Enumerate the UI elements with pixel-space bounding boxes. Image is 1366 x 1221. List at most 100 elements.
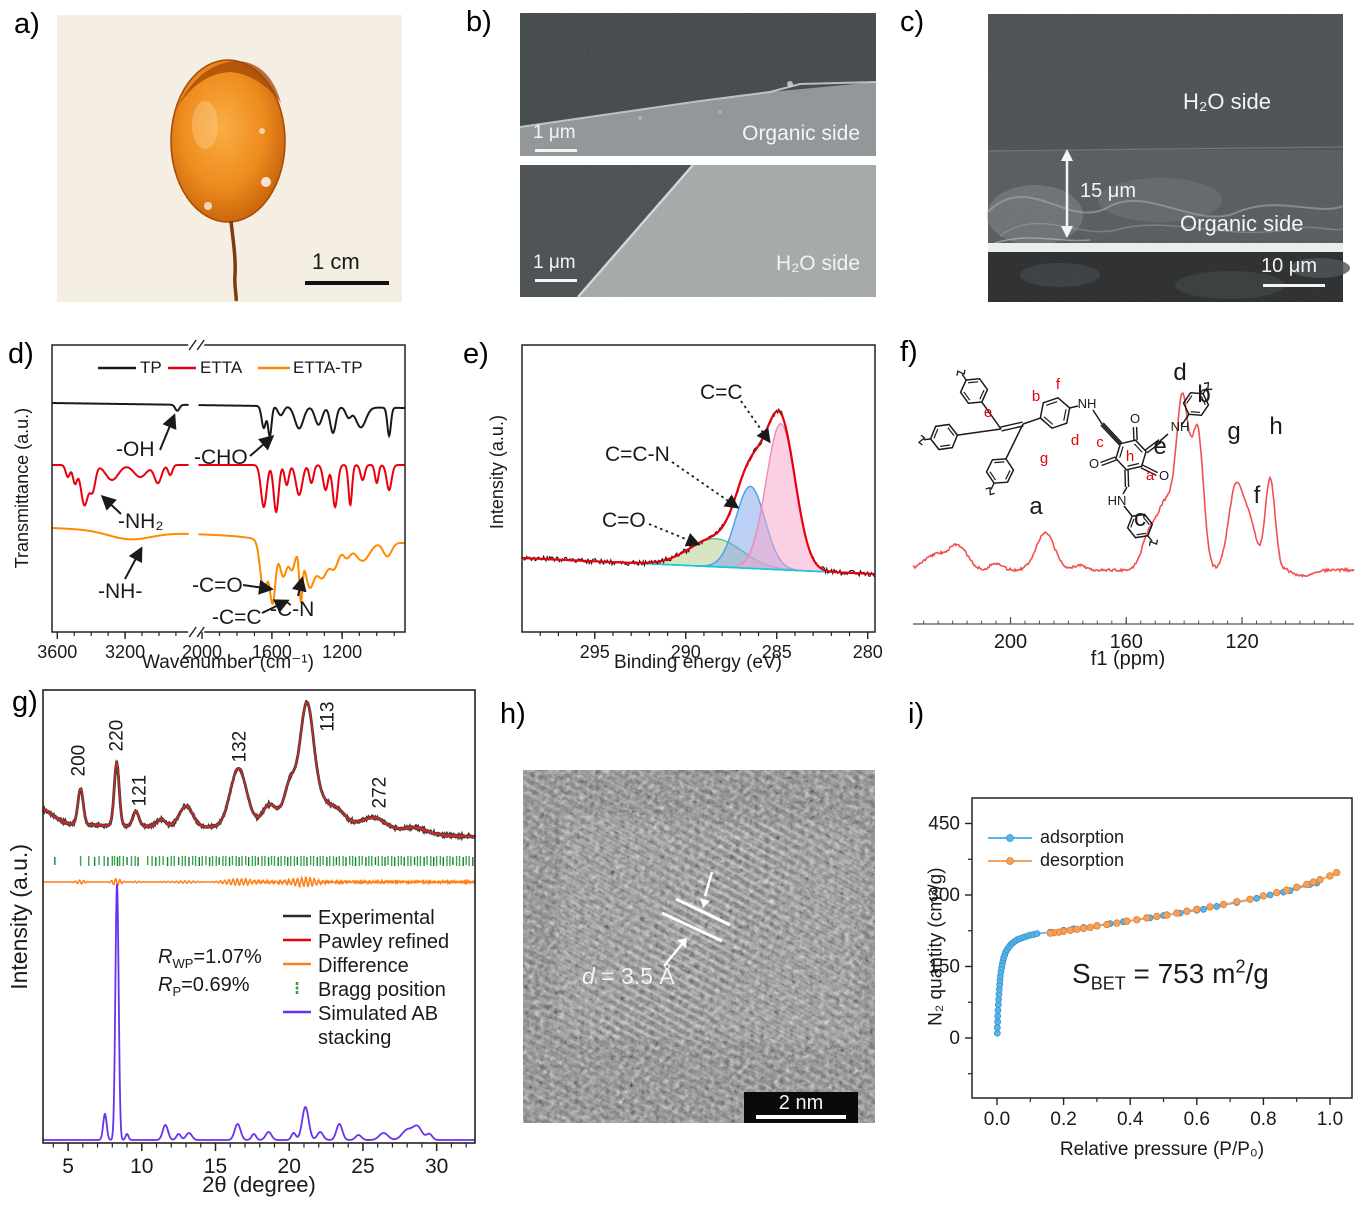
tick-label: 290 xyxy=(671,642,701,662)
structure-atom-label-b: b xyxy=(1032,388,1040,405)
annotation-arrow xyxy=(291,576,307,597)
tick-label: 3200 xyxy=(105,642,145,662)
desorption-point xyxy=(1292,883,1301,892)
structure-o-label: O xyxy=(1089,456,1099,471)
xrd-peak-label-132: 132 xyxy=(229,730,251,763)
c-organic-side-label: Organic side xyxy=(1180,211,1304,236)
xrd-peak-label-220: 220 xyxy=(106,719,128,752)
panel-label-g: g) xyxy=(12,686,38,718)
xps-annotation-1: C=C-N xyxy=(605,443,670,466)
scalebar-b-top xyxy=(535,149,577,152)
annotation-arrow xyxy=(740,400,771,444)
scalebar-b-bottom xyxy=(535,279,577,282)
ftir-annotation-2: -NH₂ xyxy=(118,510,164,533)
adsorption-point xyxy=(1253,894,1261,902)
annotation-arrow xyxy=(249,435,275,457)
desorption-point xyxy=(1206,903,1214,911)
desorption-point xyxy=(1079,924,1088,933)
panel-label-b: b) xyxy=(466,6,492,38)
panel-label-e: e) xyxy=(463,338,489,370)
scalebar-b-bottom-label: 1 μm xyxy=(533,252,576,273)
tick-label: 120 xyxy=(1225,631,1258,653)
ftir-annotation-0: -OH xyxy=(116,438,155,461)
desorption-point xyxy=(1283,886,1291,894)
scalebar-a-label: 1 cm xyxy=(312,249,360,274)
annotation-arrow xyxy=(100,494,122,515)
ftir-legend-tp: TP xyxy=(140,358,162,377)
structure-o-label: O xyxy=(1159,468,1169,483)
membrane-leaf xyxy=(170,59,286,223)
desorption-point xyxy=(1309,878,1318,886)
xrd-legend-bragg: Bragg position xyxy=(318,979,446,1001)
ftir-series-TP xyxy=(51,402,189,412)
ftir-chart: 3600 3200 2000 1600 1200 xyxy=(37,339,406,662)
desorption-point xyxy=(1173,909,1181,917)
xrd-legend-simulated: Simulated AB xyxy=(318,1003,439,1025)
tick-label: 160 xyxy=(1110,631,1143,653)
tick-label: 200 xyxy=(994,631,1027,653)
ftir-annotation-1: -CHO xyxy=(194,446,248,469)
ftir-series-ETTA xyxy=(198,464,405,514)
sem-water-side-image xyxy=(520,164,876,298)
tick-label: 10 xyxy=(130,1155,153,1178)
desorption-point xyxy=(1316,876,1324,884)
structure-atom-label-h: h xyxy=(1126,448,1134,465)
annotation-arrow xyxy=(242,579,274,595)
desorption-point xyxy=(1246,895,1254,903)
xrd-rwp-value: RWP=1.07% xyxy=(158,946,262,971)
structure-atom-label-f: f xyxy=(1056,376,1061,393)
xrd-peak-label-113: 113 xyxy=(316,701,338,732)
tick-label: 0 xyxy=(949,1028,960,1049)
desorption-point xyxy=(1332,868,1341,877)
xrd-rp-value: RP=0.69% xyxy=(158,974,250,999)
ftir-series-ETTA-TP xyxy=(51,527,189,541)
membrane-photo xyxy=(57,15,402,302)
ftir-annotation-6: -C-N xyxy=(270,598,315,621)
desorption-point xyxy=(1046,929,1054,937)
nmr-trace xyxy=(912,392,1355,578)
tick-label: 1200 xyxy=(322,642,362,662)
xrd-legend-stacking: stacking xyxy=(318,1027,392,1049)
plot-frame xyxy=(971,797,1353,1099)
plot-frame xyxy=(521,344,876,633)
panel-label-h: h) xyxy=(500,698,526,730)
desorption-point xyxy=(1153,912,1161,921)
adsorption-point xyxy=(993,1029,1001,1037)
plot-frame xyxy=(42,689,476,1144)
structure-nh-label: NH xyxy=(1171,419,1190,434)
tick-label: 0.8 xyxy=(1250,1109,1276,1130)
adsorption-point xyxy=(1200,905,1207,913)
structure-nh-label: NH xyxy=(1078,396,1097,411)
desorption-point xyxy=(1103,920,1111,929)
adsorption-point xyxy=(1033,930,1041,938)
tick-label: 0.0 xyxy=(984,1109,1010,1130)
scalebar-h-label: 2 nm xyxy=(778,1092,824,1114)
scalebar-h xyxy=(756,1115,846,1119)
xrd-pawley xyxy=(42,700,476,839)
plot-frame xyxy=(51,344,406,633)
c-water-side-label: H₂O side xyxy=(1183,89,1272,114)
annotation-arrow xyxy=(261,599,290,614)
nmr-peak-label-h: h xyxy=(1269,413,1283,440)
tick-label: 450 xyxy=(928,813,960,834)
xps-annotation-2: C=O xyxy=(602,509,646,532)
desorption-point xyxy=(1123,917,1131,925)
tick-label: 0.2 xyxy=(1050,1109,1076,1130)
desorption-point xyxy=(1183,907,1191,915)
desorption-point xyxy=(1073,925,1081,934)
panel-label-a: a) xyxy=(14,8,40,40)
xrd-peak-label-121: 121 xyxy=(128,774,150,807)
adsorption-point xyxy=(994,1012,1002,1020)
sbet-annotation: SBET = 753 m2/g xyxy=(1072,956,1269,994)
ftir-series-ETTA-TP xyxy=(198,533,406,606)
desorption-point xyxy=(1133,916,1141,924)
adsorption-point xyxy=(1266,891,1274,899)
tick-label: 5 xyxy=(62,1155,74,1178)
structure-hn-label: HN xyxy=(1108,493,1127,508)
water-side-label: H₂O side xyxy=(775,252,860,275)
adsorption-point xyxy=(994,1018,1002,1026)
desorption-point xyxy=(1113,919,1121,927)
